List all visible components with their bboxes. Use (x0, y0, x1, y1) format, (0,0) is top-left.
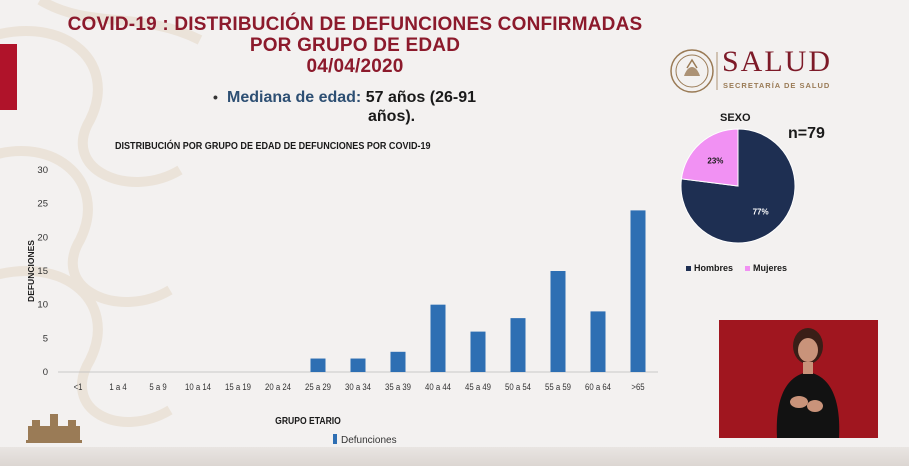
bar-chart-title: DISTRIBUCIÓN POR GRUPO DE EDAD DE DEFUNC… (115, 140, 431, 152)
slide-title: COVID-19 : DISTRIBUCIÓN DE DEFUNCIONES C… (40, 14, 670, 77)
x-tick-label: <1 (74, 381, 83, 392)
bar-40-a-44 (430, 304, 446, 372)
government-building-icon (26, 414, 82, 443)
bar-45-a-49 (470, 331, 486, 372)
x-tick-label: 15 a 19 (225, 381, 251, 392)
legend-item-mujeres: Mujeres (745, 263, 787, 273)
median-value: 57 años (26-91 (365, 89, 476, 106)
bar-chart: 0 5 10 15 20 25 30 DEFUNCIONES <1 1 a 4 5 a 9 10 a … (26, 165, 658, 446)
legend-label-mujeres: Mujeres (753, 263, 788, 273)
x-tick-label: 35 a 39 (385, 381, 411, 392)
pie-sample-size: n=79 (788, 125, 825, 142)
accent-tab (0, 44, 17, 110)
y-tick-label: 15 (37, 266, 48, 277)
x-tick-label: 60 a 64 (585, 381, 611, 392)
pie-value-label: 77% (753, 208, 769, 217)
bar-60-a-64 (590, 311, 606, 372)
median-value-cont: años). (368, 108, 416, 125)
median-label: Mediana de edad: (227, 89, 362, 106)
x-tick-label: 25 a 29 (305, 381, 331, 392)
y-tick-label: 30 (37, 165, 48, 176)
y-tick-label: 20 (37, 232, 48, 243)
y-tick-label: 25 (37, 199, 48, 210)
bullet-icon: • (213, 89, 218, 105)
interpreter-video (719, 320, 878, 438)
bar-35-a-39 (390, 351, 406, 372)
legend-swatch-defunciones (333, 434, 337, 444)
legend-label-defunciones: Defunciones (341, 435, 397, 446)
bar-30-a-34 (350, 358, 366, 372)
pie-value-label: 23% (707, 156, 723, 165)
x-tick-label: 50 a 54 (505, 381, 531, 392)
title-line-3: 04/04/2020 (306, 56, 404, 77)
legend-swatch-mujeres (745, 266, 751, 272)
title-line-1: COVID-19 : DISTRIBUCIÓN DE DEFUNCIONES C… (67, 14, 643, 35)
legend-swatch-hombres (686, 266, 691, 272)
pie-slice-hombres (680, 128, 796, 244)
x-tick-label: >65 (631, 381, 644, 392)
bar-25-a-29 (310, 358, 326, 372)
title-line-2: POR GRUPO DE EDAD (249, 35, 461, 56)
x-tick-label: 55 a 59 (545, 381, 571, 392)
pie-slice-mujeres (680, 128, 739, 187)
pie-legend: Hombres Mujeres (686, 263, 787, 273)
salud-logo-icon (670, 49, 718, 93)
bar--65 (630, 210, 646, 372)
logo-subtitle: SECRETARÍA DE SALUD (723, 81, 831, 90)
pie-chart-title: SEXO (720, 112, 751, 124)
legend-item-hombres: Hombres (686, 263, 733, 273)
interpreter-figure (776, 328, 840, 438)
bar-55-a-59 (550, 271, 566, 372)
bar-50-a-54 (510, 318, 526, 372)
x-tick-label: 40 a 44 (425, 381, 451, 392)
x-tick-label: 5 a 9 (149, 381, 166, 392)
y-tick-label: 10 (37, 300, 48, 311)
logo-name: SALUD (722, 45, 833, 78)
x-axis-label: GRUPO ETARIO (275, 415, 341, 426)
median-age: • Mediana de edad: 57 años (26-91 años). (213, 88, 543, 126)
y-tick-label: 0 (43, 367, 48, 378)
x-tick-label: 20 a 24 (265, 381, 291, 392)
x-tick-label: 10 a 14 (185, 381, 211, 392)
x-tick-label: 1 a 4 (109, 381, 126, 392)
x-tick-label: 30 a 34 (345, 381, 371, 392)
x-tick-label: 45 a 49 (465, 381, 491, 392)
y-axis-label: DEFUNCIONES (26, 240, 36, 302)
bottom-strip (0, 447, 909, 466)
y-tick-label: 5 (43, 333, 48, 344)
pie-chart: 77% 23% (680, 128, 796, 244)
legend-label-hombres: Hombres (694, 263, 734, 273)
